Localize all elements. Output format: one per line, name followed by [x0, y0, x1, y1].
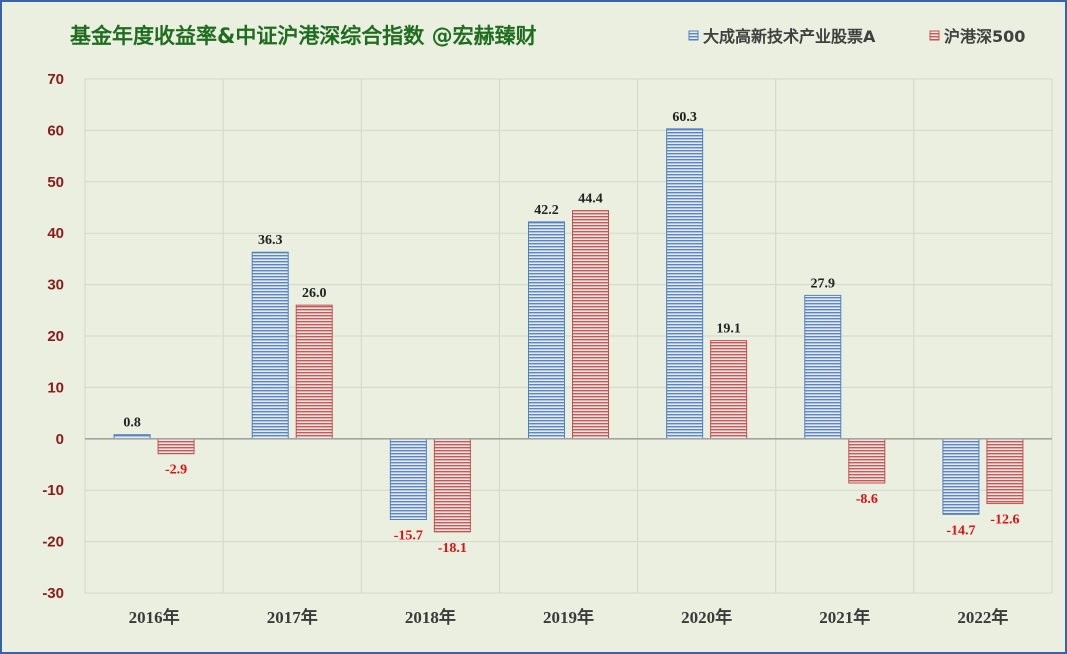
- bar-series-1-2022: [942, 438, 980, 515]
- bar-series-2-2020: [710, 340, 748, 440]
- data-label-series-2-2016: -2.9: [165, 463, 187, 478]
- bar-series-2-2017: [295, 304, 333, 440]
- bar-series-2-2016: [157, 438, 195, 455]
- legend-label-series-2: 沪港深500: [944, 27, 1025, 46]
- x-tick-label: 2017年: [267, 607, 318, 627]
- bar-series-1-2019: [528, 221, 565, 440]
- data-label-series-2-2022: -12.6: [990, 513, 1019, 528]
- x-tick-label: 2021年: [819, 607, 870, 627]
- gridlines: [84, 78, 1053, 594]
- data-labels: 0.8 -2.9 36.3 26.0 -15.7 -18.1 42.2 44.4 60.3 19.…: [123, 110, 1019, 556]
- x-tick-label: 2016年: [129, 607, 180, 627]
- bar-series-1-2020: [666, 128, 704, 440]
- data-label-series-1-2016: 0.8: [123, 416, 141, 431]
- data-label-series-1-2021: 27.9: [811, 276, 836, 291]
- data-label-series-2-2019: 44.4: [578, 192, 603, 207]
- data-label-series-2-2021: -8.6: [856, 492, 878, 507]
- x-tick-label: 2022年: [957, 607, 1008, 627]
- y-tick-label: -20: [42, 534, 64, 551]
- y-tick-label: 70: [47, 71, 64, 88]
- bar-series-1-2017: [251, 251, 289, 440]
- x-tick-label: 2019年: [543, 607, 594, 627]
- data-label-series-1-2020: 60.3: [672, 110, 697, 125]
- y-tick-label: 20: [47, 328, 64, 345]
- bar-series-2-2021: [848, 438, 886, 484]
- legend-swatch-series-1: [688, 30, 699, 41]
- y-tick-label: 50: [47, 174, 64, 191]
- y-tick-label: 60: [47, 122, 64, 139]
- bars: [113, 128, 1024, 533]
- bar-series-2-2018: [433, 438, 471, 533]
- y-tick-label: 30: [47, 277, 64, 294]
- data-label-series-2-2017: 26.0: [302, 286, 327, 301]
- axes: 70 60 50 40 30 20 10 0 -10 -20 -30 2016年 2017年 2018年 2…: [42, 71, 1052, 627]
- data-label-series-1-2017: 36.3: [258, 233, 283, 248]
- bar-series-2-2022: [986, 438, 1024, 505]
- bar-series-1-2021: [804, 294, 842, 440]
- y-tick-label: -30: [42, 585, 64, 602]
- legend-swatch-series-2: [929, 30, 940, 41]
- bar-series-2-2019: [572, 210, 609, 440]
- y-tick-label: -10: [42, 482, 64, 499]
- data-label-series-2-2020: 19.1: [716, 322, 741, 337]
- legend: 大成高新技术产业股票A 沪港深500: [688, 27, 1025, 46]
- data-label-series-1-2018: -15.7: [394, 528, 423, 543]
- legend-label-series-1: 大成高新技术产业股票A: [703, 27, 876, 46]
- y-tick-label: 0: [56, 431, 64, 448]
- data-label-series-1-2019: 42.2: [534, 203, 559, 218]
- data-label-series-2-2018: -18.1: [438, 541, 467, 556]
- y-tick-label: 40: [47, 225, 64, 242]
- x-tick-label: 2020年: [681, 607, 732, 627]
- bar-series-1-2018: [389, 438, 427, 520]
- x-tick-label: 2018年: [405, 607, 456, 627]
- y-tick-label: 10: [47, 379, 64, 396]
- chart-title: 基金年度收益率&中证沪港深综合指数 @宏赫臻财: [70, 24, 537, 48]
- data-label-series-1-2022: -14.7: [946, 523, 975, 538]
